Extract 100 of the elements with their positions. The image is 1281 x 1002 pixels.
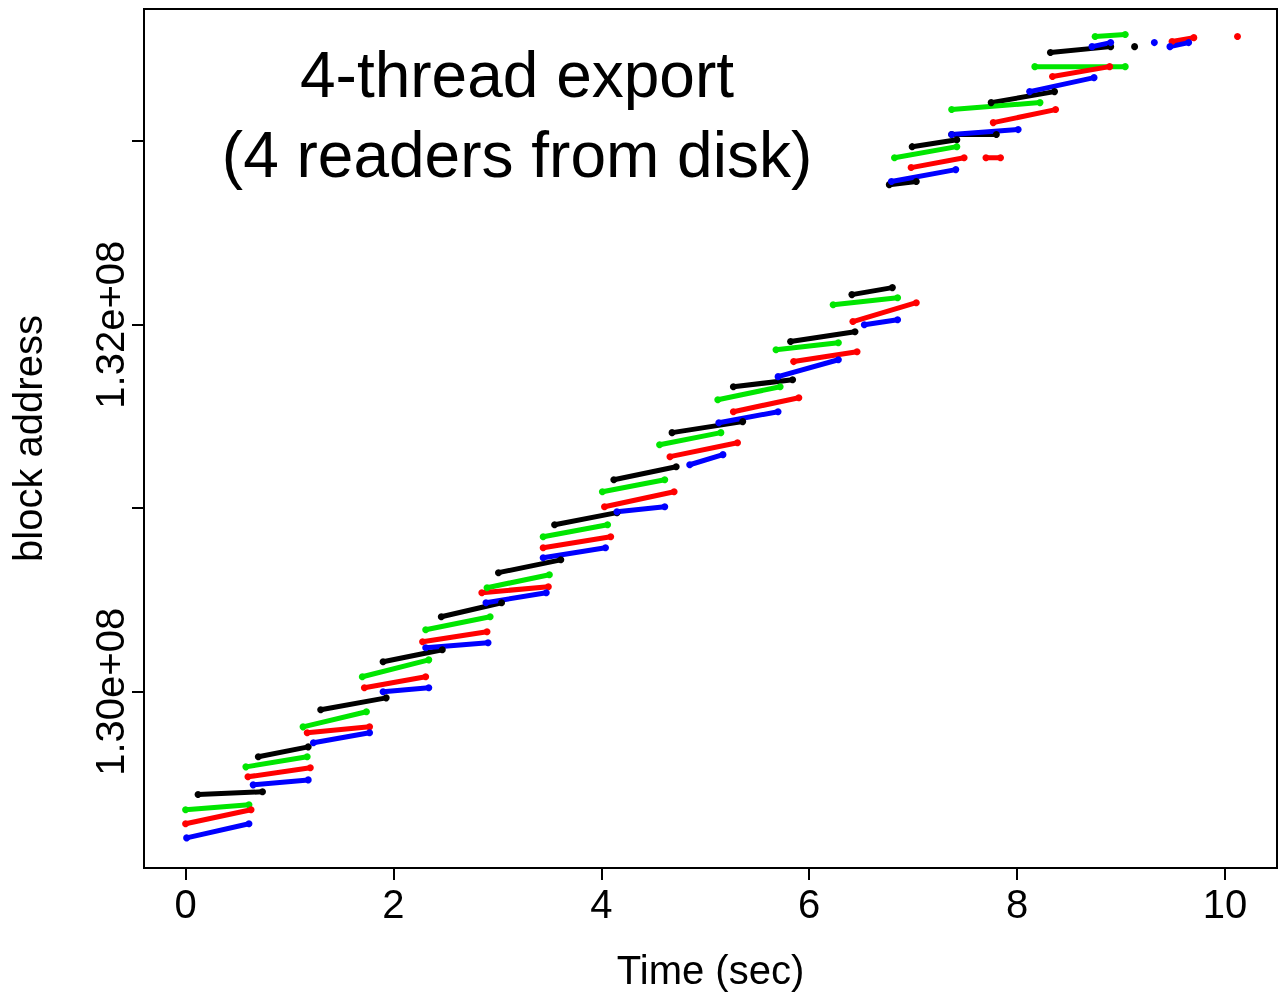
point — [366, 729, 374, 737]
point — [484, 639, 492, 647]
point — [425, 684, 433, 692]
point — [539, 554, 547, 562]
point — [1107, 39, 1115, 47]
point — [1131, 43, 1139, 51]
point — [661, 476, 669, 484]
point — [249, 781, 257, 789]
x-tick-label: 8 — [1006, 882, 1029, 926]
point — [309, 739, 317, 747]
point — [1014, 126, 1022, 134]
point — [304, 776, 312, 784]
point — [247, 806, 255, 814]
point — [774, 408, 782, 416]
point — [259, 788, 266, 796]
point — [557, 556, 565, 564]
point — [789, 376, 797, 384]
point — [1048, 73, 1056, 81]
point — [598, 488, 606, 496]
point — [670, 488, 678, 496]
point — [953, 143, 961, 151]
point — [1166, 43, 1174, 51]
point — [183, 834, 191, 842]
x-tick-label: 4 — [590, 882, 613, 926]
point — [717, 429, 725, 437]
point — [303, 729, 311, 737]
point — [366, 723, 374, 731]
point — [1046, 49, 1054, 56]
point — [851, 328, 859, 336]
point — [834, 339, 842, 347]
y-tick-label: 1.30e+08 — [88, 607, 132, 776]
point — [483, 584, 491, 592]
point — [982, 154, 990, 162]
point — [539, 544, 547, 552]
point — [437, 613, 445, 621]
point — [379, 688, 387, 696]
point — [772, 346, 780, 354]
point — [494, 569, 502, 577]
point — [245, 820, 253, 828]
point — [422, 673, 430, 681]
point — [666, 453, 674, 461]
point — [1150, 39, 1158, 47]
point — [953, 136, 961, 144]
point — [1026, 88, 1034, 96]
point — [244, 773, 252, 781]
point — [1051, 88, 1059, 96]
point — [1088, 43, 1096, 51]
point — [672, 463, 680, 471]
point — [774, 373, 782, 381]
point — [739, 418, 747, 426]
x-tick-label: 2 — [382, 882, 405, 926]
point — [989, 119, 997, 127]
point — [894, 294, 902, 302]
point — [668, 429, 676, 437]
point — [1185, 39, 1193, 47]
point — [948, 106, 956, 114]
point — [358, 673, 366, 681]
point — [360, 684, 368, 692]
y-axis-title: block address — [6, 315, 50, 562]
point — [790, 358, 798, 366]
point — [607, 533, 615, 541]
point — [960, 154, 968, 162]
point — [182, 820, 190, 828]
point — [907, 164, 915, 172]
point — [776, 383, 784, 391]
point — [600, 503, 608, 511]
point — [482, 599, 490, 607]
point — [379, 658, 387, 666]
point — [661, 503, 669, 511]
point — [912, 178, 920, 186]
point — [997, 154, 1005, 162]
x-tick-label: 0 — [174, 882, 197, 926]
point — [734, 439, 742, 447]
point — [853, 348, 861, 356]
point — [1052, 106, 1060, 114]
point — [425, 656, 433, 664]
point — [242, 763, 250, 771]
point — [908, 143, 916, 151]
point — [602, 544, 610, 552]
point — [194, 791, 202, 799]
point — [987, 99, 995, 107]
point — [1106, 63, 1114, 71]
point — [912, 299, 920, 307]
point — [849, 318, 857, 326]
point — [438, 646, 446, 654]
point — [545, 571, 553, 579]
point — [829, 301, 837, 309]
point — [382, 694, 390, 702]
text: 4-thread export (4 readers from disk) — [221, 39, 813, 191]
point — [729, 408, 737, 416]
point — [254, 753, 262, 761]
point — [834, 356, 842, 364]
point — [486, 613, 494, 621]
point — [1036, 99, 1044, 107]
point — [719, 451, 727, 459]
point — [952, 166, 960, 174]
point — [1090, 74, 1098, 82]
point — [795, 394, 803, 402]
point — [890, 154, 898, 162]
point — [304, 743, 312, 751]
